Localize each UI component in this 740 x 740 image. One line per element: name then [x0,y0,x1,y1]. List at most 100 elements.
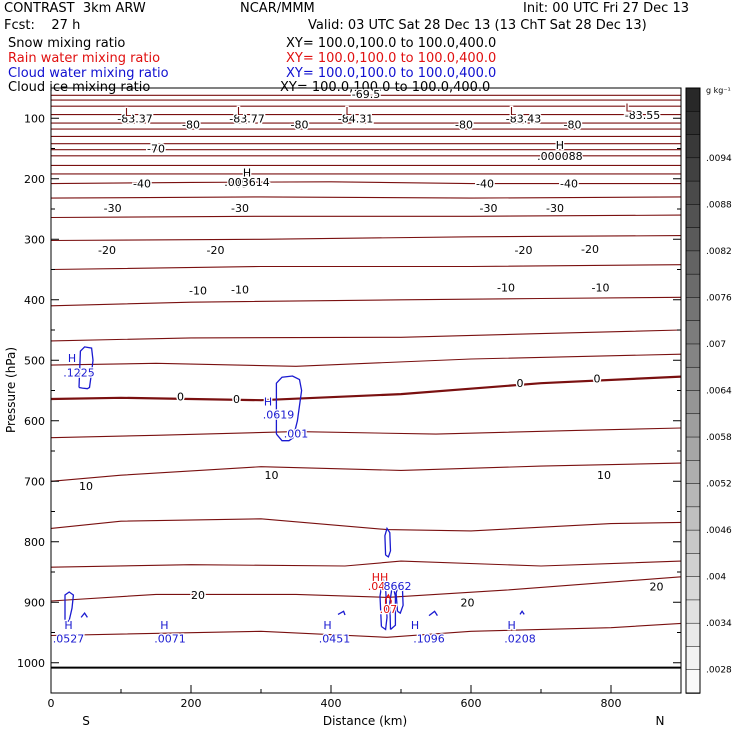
colorbar-band [685,227,701,252]
temperature-label: -83.43 [506,112,541,125]
colorbar-label: .0058 [706,433,732,443]
colorbar-band [685,297,701,322]
field-snow-xy: XY= 100.0,100.0 to 100.0,400.0 [286,36,497,51]
y-tick-label: 1000 [17,657,45,670]
temperature-contour-16 [50,264,682,271]
colorbar-label: .0046 [706,526,732,536]
temperature-label: -10 [497,282,515,295]
colorbar-label: .0064 [706,387,732,397]
temperature-label: -40 [230,178,248,191]
temperature-contour-13 [50,196,682,199]
temperature-label: -20 [98,244,116,257]
hydrometeor-contour-8 [384,526,392,558]
extremum-label: H [160,619,168,632]
temperature-label: -80 [455,118,473,131]
header-fcst: Fcst: 27 h [4,18,81,33]
contour-labels: -69.5 -83.37 -83.77 -84.31 -83.43 -83.55 -80 -8… [52,87,666,647]
hydrometeor-contour-10 [395,581,404,615]
colorbar-band [685,87,701,113]
extremum-label: L [510,105,517,118]
temperature-contour-15 [50,235,682,242]
extremum-label: .003614 [224,176,270,189]
y-tick-label: 200 [24,173,45,186]
y-tick-label: 700 [24,475,45,488]
colorbar-band [685,506,701,531]
colorbar-label: .0034 [706,619,732,629]
colorbar-band [685,413,701,438]
field-rain-name: Rain water mixing ratio [8,51,161,66]
hydrometeor-contour-1 [275,375,303,442]
y-tick-label: 600 [24,415,45,428]
temperature-label: -40 [476,178,494,191]
colorbar-label: .0082 [706,247,732,257]
colorbar-label: .004 [706,573,726,583]
colorbar-band [685,576,701,601]
colorbar-band [685,669,701,694]
colorbar-label: .0088 [706,200,732,210]
y-tick-label: 800 [24,536,45,549]
extremum-label: .1225 [63,366,95,379]
temperature-label: -84.31 [338,112,373,125]
extremum-label: .0527 [53,633,85,646]
extremum-label: H [323,619,331,632]
x-tick-label: 400 [321,697,342,710]
field-snow-name: Snow mixing ratio [8,36,126,51]
colorbar-band [685,273,701,299]
temperature-label: -30 [231,202,249,215]
colorbar-band [685,529,701,555]
hydrometeor-contour-11 [384,593,392,611]
temperature-label: -70 [147,143,165,156]
hydrometeor-contour-0 [78,346,94,390]
temperature-contour-25 [50,576,682,602]
north-end-label: N [656,714,665,728]
extremum-label: L [125,106,132,119]
hydrometeor-contour-6 [519,610,525,615]
extremum-label: .0071 [154,633,186,646]
extremum-label: 8662 [384,580,412,593]
temperature-label: -40 [560,178,578,191]
temperature-label: -80 [291,118,309,131]
temperature-label: 0 [233,393,240,406]
colorbar-band [685,646,701,671]
temperature-contour-17 [50,296,682,307]
temperature-contour-14 [50,214,682,219]
colorbar-band [685,599,701,624]
hydrometeor-contour-7 [379,577,388,631]
temperature-label: 0 [517,377,524,390]
colorbar-label: .007 [706,340,726,350]
temperature-label: -69.5 [352,88,380,101]
field-cloud-water-name: Cloud water mixing ratio [8,66,169,81]
temperature-label: -20 [581,243,599,256]
field-rain-xy: XY= 100.0,100.0 to 100.0,400.0 [286,51,497,66]
colorbar-band [685,134,701,159]
temperature-contour-22 [50,462,682,482]
colorbar-label: .0052 [706,480,732,490]
temperature-contour-24 [50,560,682,568]
hydrometeor-contour-4 [337,610,346,616]
extremum-label: H [243,167,251,180]
extremum-label: H [68,352,76,365]
extremum-label: .1096 [413,633,445,646]
x-axis-title: Distance (km) [323,714,407,728]
colorbar-band [685,180,701,206]
y-tick-label: 900 [24,596,45,609]
header-init: Init: 00 UTC Fri 27 Dec 13 [523,1,689,16]
extremum-label: .07 [380,603,398,616]
x-tick-label: 200 [181,697,202,710]
temperature-label: 0 [177,391,184,404]
temperature-label: -10 [231,283,249,296]
temperature-label: -20 [515,244,533,257]
colorbar-band [685,436,701,462]
colorbar-band [685,553,701,578]
temperature-label: -80 [564,118,582,131]
extremum-label: H [556,139,564,152]
temperature-contour-20 [50,375,682,402]
temperature-contours [50,94,682,638]
y-tick-label: 300 [24,233,45,246]
temperature-label: -83.55 [625,109,660,122]
extremum-label: .0451 [319,633,351,646]
colorbar-label: .0028 [706,666,732,676]
header-center: NCAR/MMM [240,1,315,16]
